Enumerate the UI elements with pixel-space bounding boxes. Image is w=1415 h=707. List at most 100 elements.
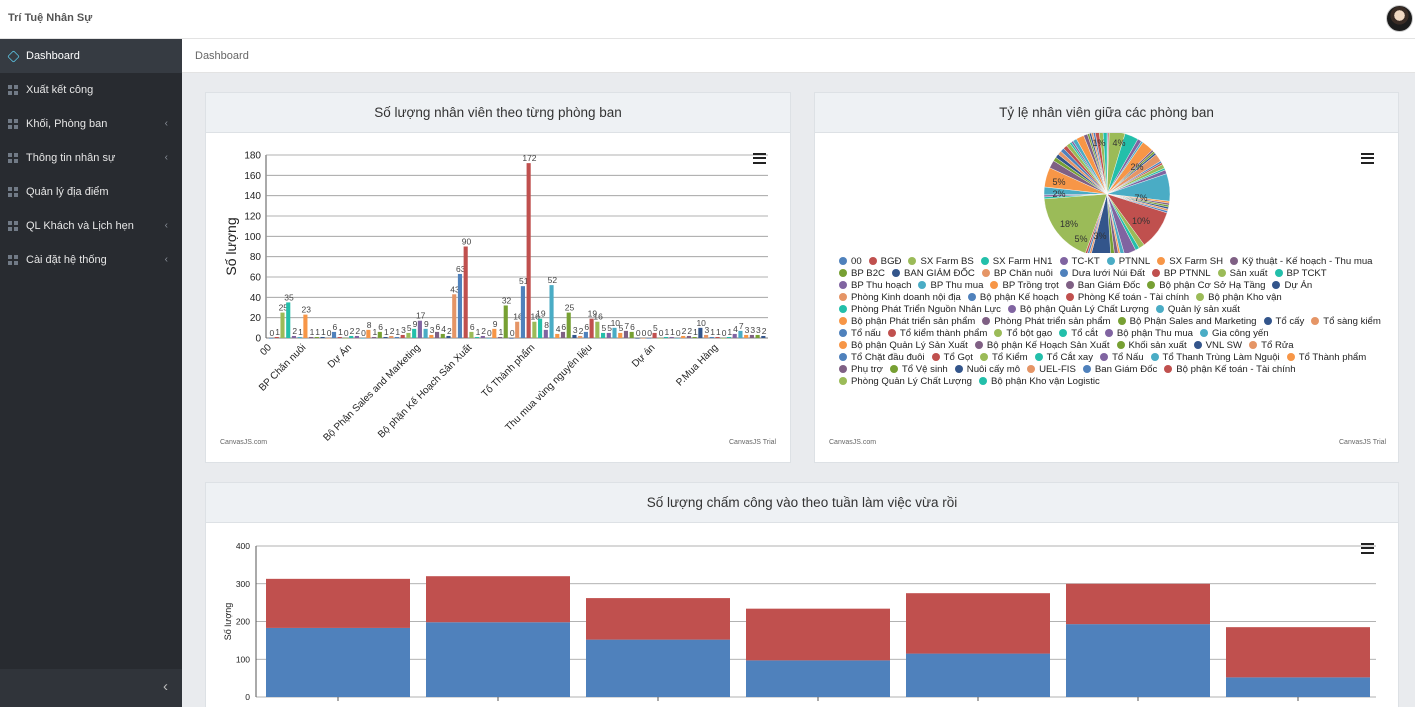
bar[interactable] [663,336,669,338]
bar[interactable] [291,335,297,338]
stacked-bar-segment[interactable] [746,608,890,661]
bar[interactable] [452,294,457,338]
bar[interactable] [349,335,354,338]
bar[interactable] [446,335,451,338]
bar[interactable] [360,338,365,339]
bar[interactable] [755,334,760,338]
bar[interactable] [297,336,302,338]
app-title[interactable]: Trí Tuệ Nhân Sự [8,12,93,24]
legend-item[interactable]: VNL SW [1193,340,1242,352]
bar[interactable] [646,338,651,339]
legend-item[interactable]: Quản lý sản xuất [1155,304,1240,316]
bar[interactable] [274,336,279,338]
bar[interactable] [440,333,445,338]
stacked-bar-segment[interactable] [1066,583,1210,625]
bar[interactable] [543,329,548,338]
bar[interactable] [560,331,566,338]
bar[interactable] [601,332,606,338]
bar[interactable] [589,318,594,338]
legend-item[interactable]: Bộ phận Kế Hoạch Sản Xuất [974,340,1110,352]
chart-menu-icon[interactable] [1361,153,1374,164]
legend-item[interactable]: Tổ Cắt xay [1034,352,1093,364]
bar[interactable] [721,338,726,339]
collapse-sidebar-icon[interactable]: ‹ [163,678,168,695]
legend-item[interactable]: Phòng Kinh doanh nội địa [839,292,961,304]
pie-slice[interactable] [1106,193,1115,253]
legend-item[interactable]: Ban Giám Đốc [1082,364,1157,376]
legend-item[interactable]: Sản xuất [1217,268,1268,280]
legend-item[interactable]: Bộ phận Quản Lý Sản Xuất [839,340,968,352]
legend-item[interactable]: Bộ phận Kế hoạch [967,292,1059,304]
legend-item[interactable]: Bộ phận Thu mua [1104,328,1193,340]
bar[interactable] [583,331,588,338]
legend-item[interactable]: Phòng Kế toán - Tài chính [1065,292,1189,304]
bar[interactable] [480,335,485,338]
bar[interactable] [486,338,491,339]
bar[interactable] [337,336,342,338]
bar[interactable] [406,332,411,338]
bar[interactable] [749,334,754,338]
bar[interactable] [549,285,554,338]
bar[interactable] [389,335,394,338]
bar[interactable] [314,336,319,338]
legend-item[interactable]: Phòng Quản Lý Chất Lượng [839,376,972,388]
legend-item[interactable]: Ban Giám Đốc [1065,280,1140,292]
bar[interactable] [280,312,285,338]
bar[interactable] [692,336,697,338]
legend-item[interactable]: Phụ trợ [839,364,883,376]
pie-slice[interactable] [1091,193,1111,253]
legend-item[interactable]: Tổ cắt [1059,328,1098,340]
pie-slice[interactable] [1099,133,1108,195]
bar[interactable] [738,330,743,338]
bar[interactable] [515,321,520,338]
pie-slice[interactable] [1095,133,1108,195]
stacked-bar-segment[interactable] [586,639,730,697]
bar[interactable] [417,320,422,338]
sidebar-item-guests[interactable]: QL Khách và Lịch hẹn ‹ [0,209,182,243]
legend-item[interactable]: BP Thu hoạch [839,280,911,292]
bar[interactable] [761,335,766,338]
bar[interactable] [269,338,274,339]
stacked-bar-segment[interactable] [426,622,570,697]
legend-item[interactable]: Bộ phận Kho vận [1196,292,1282,304]
legend-item[interactable]: Tổ Kiểm [979,352,1028,364]
bar[interactable] [492,328,497,338]
legend-item[interactable]: 00 [839,256,862,268]
stacked-bar-segment[interactable] [266,627,410,697]
legend-item[interactable]: Phòng Phát Triển Nguồn Nhân Lực [839,304,1001,316]
bar[interactable] [566,312,571,338]
bar[interactable] [532,321,537,338]
legend-item[interactable]: BP Thu mua [918,280,983,292]
bar[interactable] [463,246,468,339]
legend-item[interactable]: BP Trồng trọt [990,280,1059,292]
bar[interactable] [497,336,503,338]
legend-item[interactable]: Dưa lưới Núi Đất [1059,268,1145,280]
stacked-bar-segment[interactable] [426,576,570,623]
bar[interactable] [578,335,583,338]
bar[interactable] [595,321,600,338]
stacked-bar-segment[interactable] [1226,627,1370,678]
legend-item[interactable]: Phòng Phát triển sản phẩm [982,316,1111,328]
sidebar-item-departments[interactable]: Khối, Phòng ban ‹ [0,107,182,141]
legend-item[interactable]: Tổ cấy [1263,316,1304,328]
bar[interactable] [526,163,531,338]
legend-item[interactable]: Bộ phận Quản Lý Chất Lượng [1007,304,1149,316]
legend-item[interactable]: Nuôi cấy mô [954,364,1020,376]
stacked-bar-segment[interactable] [1066,624,1210,697]
legend-item[interactable]: Tổ Nấu [1100,352,1144,364]
stacked-bar-segment[interactable] [1226,677,1370,697]
sidebar-item-export-timesheet[interactable]: Xuất kết công [0,73,182,107]
breadcrumb[interactable]: Dashboard [195,50,249,62]
legend-item[interactable]: BGĐ [868,256,901,268]
legend-item[interactable]: Tổ Thành phẩm [1286,352,1366,364]
legend-item[interactable]: BAN GIÁM ĐỐC [891,268,975,280]
bar[interactable] [675,338,680,339]
bar[interactable] [509,338,514,339]
bar[interactable] [698,327,703,338]
bar[interactable] [732,333,737,338]
legend-item[interactable]: Tổ sàng kiểm [1311,316,1381,328]
legend-item[interactable]: Dự Án [1272,280,1312,292]
bar[interactable] [400,334,405,338]
legend-item[interactable]: SX Farm HN1 [980,256,1053,268]
sidebar-item-locations[interactable]: Quản lý địa điểm [0,175,182,209]
